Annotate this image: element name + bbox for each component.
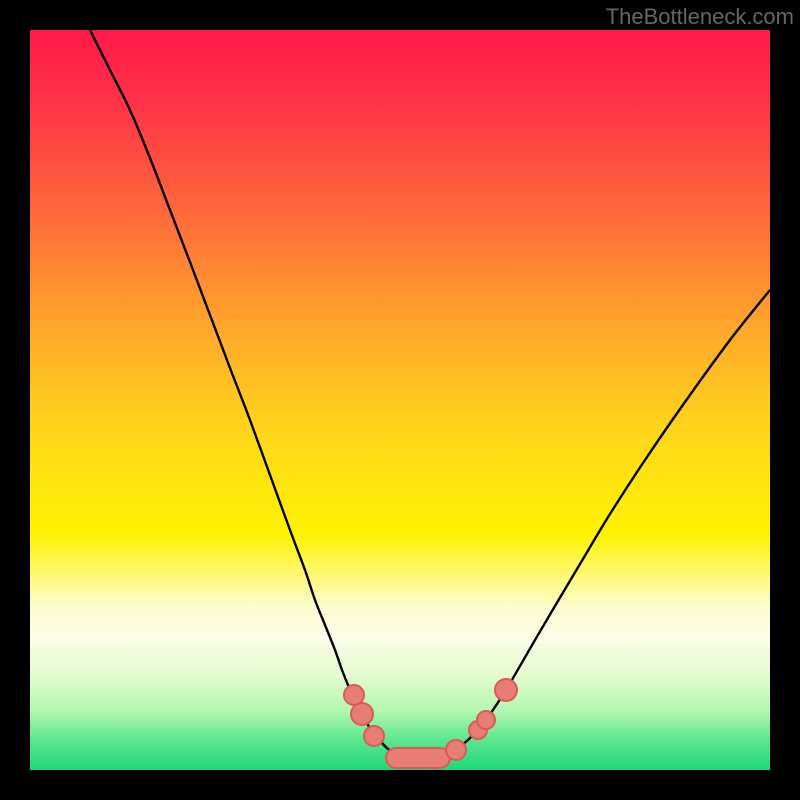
chart-frame: TheBottleneck.com xyxy=(0,0,800,800)
data-marker xyxy=(344,685,364,705)
data-marker xyxy=(351,703,373,725)
chart-background xyxy=(30,30,770,770)
data-marker xyxy=(364,726,384,746)
data-marker xyxy=(495,679,517,701)
data-marker xyxy=(446,740,466,760)
plot-area xyxy=(30,30,770,770)
watermark-text: TheBottleneck.com xyxy=(606,4,794,30)
data-marker xyxy=(386,748,450,768)
data-marker xyxy=(477,711,495,729)
bottleneck-curve-chart xyxy=(30,30,770,770)
